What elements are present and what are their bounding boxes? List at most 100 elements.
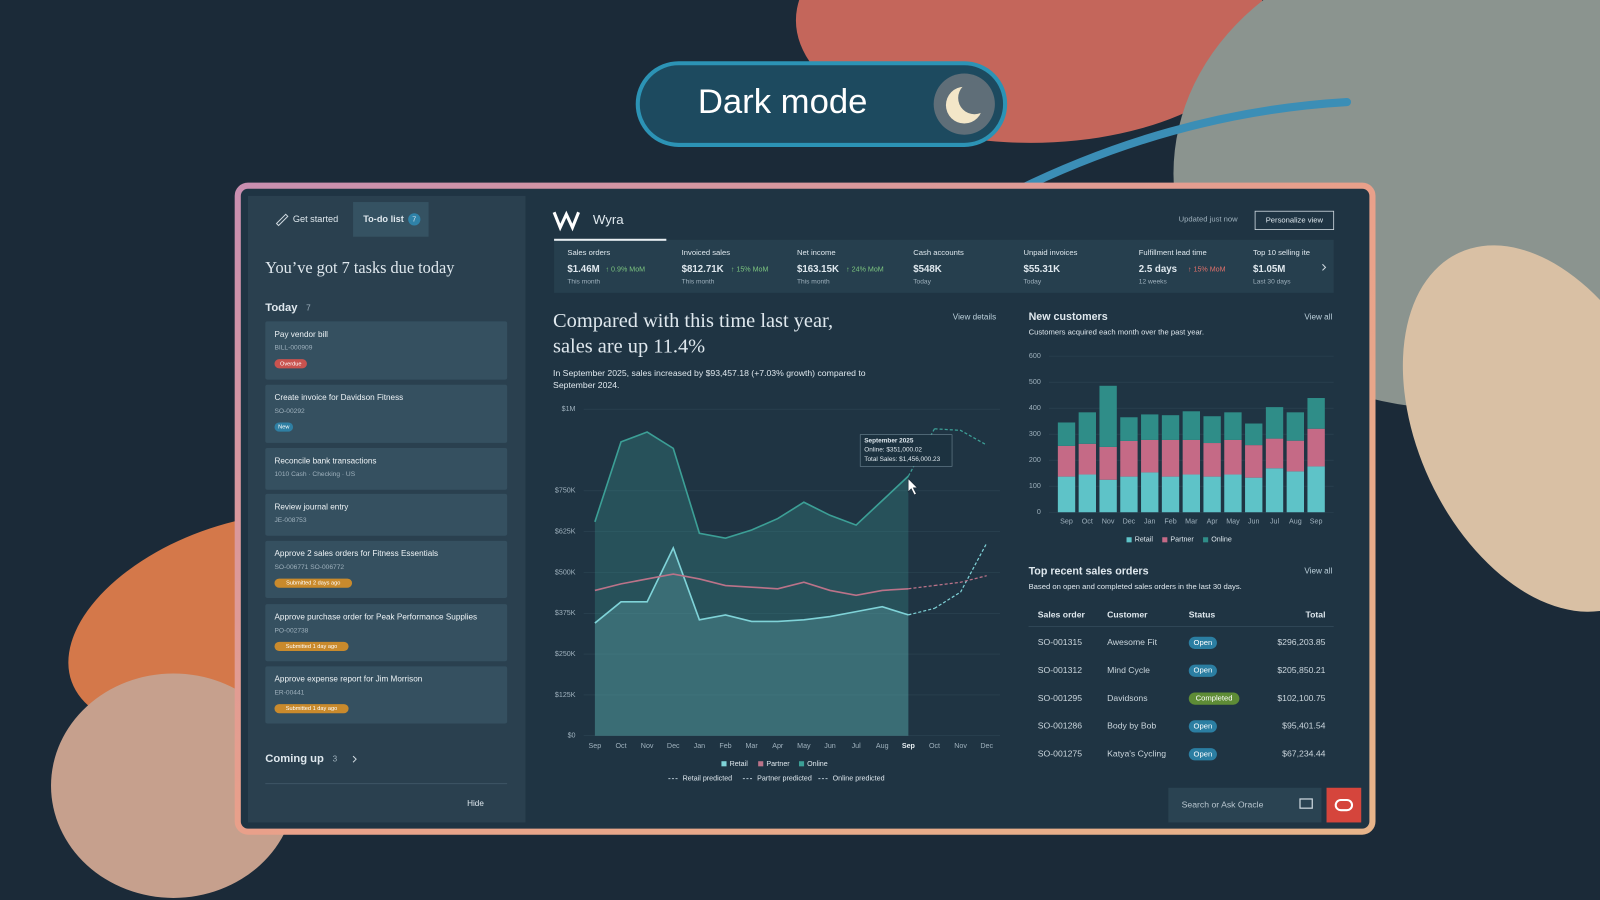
section-count: 7 [306,303,311,312]
kpi-change: ↑ 15% MoM [731,265,769,273]
y-tick-label: 0 [1037,508,1041,516]
tab[interactable]: Get started [293,214,338,224]
y-tick-label: $625K [555,528,576,536]
moon-shadow [958,81,991,115]
x-tick-label: Oct [1082,517,1093,525]
table-cell[interactable]: SO-001315 [1038,637,1082,647]
kpi-label[interactable]: Fulfillment lead time [1139,248,1207,257]
kpi-period: 12 weeks [1139,278,1168,285]
y-tick-label: 500 [1029,378,1041,386]
table-cell[interactable]: SO-001312 [1038,665,1082,675]
legend-swatch [798,761,805,767]
status-label: Open [1194,666,1213,675]
bar-segment [1307,398,1325,429]
bar-segment [1265,438,1284,469]
kpi-next[interactable] [1322,263,1327,271]
column-header: Status [1189,610,1216,620]
table-cell[interactable]: SO-001286 [1038,721,1082,731]
kpi-period: Today [913,278,931,285]
kpi-label[interactable]: Sales orders [567,248,610,257]
tab-badge-count: 7 [412,215,416,223]
bar-segment [1099,479,1117,513]
view-all[interactable]: View all [1304,567,1332,576]
chart-title: New customers [1029,311,1108,323]
kpi-label[interactable]: Invoiced sales [682,248,731,257]
y-tick-label: 200 [1029,456,1041,464]
chevron[interactable] [352,755,357,763]
legend-label: Retail predicted [683,774,733,782]
chart-subtitle: In September 2025, sales increased by $9… [553,368,866,378]
task-title: Approve purchase order for Peak Performa… [274,613,477,622]
x-tick-label: Jun [1248,517,1260,525]
x-tick-label: Aug [1289,517,1302,525]
status-pill [1188,692,1240,705]
table-cell[interactable]: SO-001295 [1038,693,1082,703]
bar-segment [1245,445,1263,478]
hide-button[interactable]: Hide [467,799,484,808]
kpi-value: $163.15K [797,264,839,275]
brand-underline [554,238,667,241]
task-card[interactable] [265,384,508,443]
task-tag-label: Overdue [280,361,302,367]
kpi-label[interactable]: Cash accounts [913,248,964,257]
y-tick-label: $375K [555,609,576,617]
chart-subtitle: Customers acquired each month over the p… [1029,328,1204,337]
bar-segment [1224,439,1242,475]
search-placeholder[interactable]: Search or Ask Oracle [1182,799,1264,809]
chat-icon[interactable] [1299,798,1313,809]
y-tick-label: $500K [555,568,576,576]
x-tick-label: Nov [954,742,967,750]
kpi-label[interactable]: Top 10 selling ite [1253,248,1310,257]
tab-badge [408,213,421,226]
oracle-button[interactable] [1326,787,1362,823]
kpi-label[interactable]: Net income [797,248,836,257]
x-tick-label: Mar [745,742,758,750]
bar-segment [1286,471,1305,513]
x-tick-label: Sep [902,742,916,750]
table-cell: $95,401.54 [1282,721,1326,731]
task-card[interactable] [265,493,508,536]
kpi-period: This month [797,278,830,285]
legend-label: Retail [1135,536,1154,544]
task-title: Reconcile bank transactions [274,456,376,465]
section-title: Coming up [265,753,324,765]
kpi-change: ↑ 15% MoM [1188,265,1226,273]
table-cell: Body by Bob [1107,721,1156,731]
x-tick-label: Feb [1164,517,1176,525]
bar-segment [1141,472,1159,513]
y-tick-label: $750K [555,487,576,495]
x-tick-label: Nov [1102,517,1115,525]
kpi-value: $812.71K [682,264,724,275]
task-title: Create invoice for Davidson Fitness [274,393,403,402]
dark-mode-pill[interactable] [635,61,1008,147]
legend-swatch [1162,537,1168,543]
bar-segment [1057,445,1076,477]
task-ref: SO-006771 SO-006772 [274,564,344,571]
kpi-label[interactable]: Unpaid invoices [1023,248,1077,257]
bar-segment [1099,385,1117,447]
kpi-value: $1.46M [567,264,599,275]
brand-name: Wyra [593,212,624,227]
task-ref: PO-002738 [274,627,308,634]
series-line [594,431,909,540]
bar-segment [1182,411,1200,440]
table-cell[interactable]: SO-001275 [1038,749,1082,759]
task-card[interactable] [265,321,508,380]
legend-label: Partner [1170,536,1194,544]
kpi-strip [554,239,1334,293]
series-area [594,432,909,736]
tooltip [859,434,953,467]
oracle-icon [1334,798,1354,812]
task-card[interactable] [265,447,508,490]
x-tick-label: Nov [641,742,654,750]
view-details[interactable]: View details [953,313,996,322]
legend-label: Online predicted [833,774,885,782]
tab[interactable]: To-do list [363,214,404,224]
forecast-connector [908,584,935,590]
search-box[interactable] [1168,787,1322,823]
bar-segment [1203,476,1221,513]
x-tick-label: May [797,742,811,750]
view-all[interactable]: View all [1304,313,1332,322]
personalize-button[interactable] [1254,210,1335,230]
